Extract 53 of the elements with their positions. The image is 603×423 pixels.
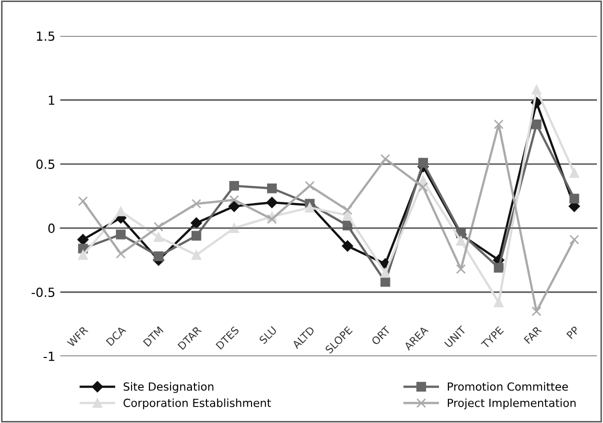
point (456, 236, 466, 246)
point (229, 180, 240, 191)
point (342, 210, 352, 220)
point (494, 119, 504, 130)
point (494, 298, 504, 308)
point (154, 232, 164, 242)
y-tick-label: 1 (48, 96, 54, 105)
x-tick-label: PP (566, 326, 580, 340)
point (532, 84, 542, 95)
legend-label: Site Designation (124, 382, 214, 393)
legend-label: Promotion Committee (448, 382, 568, 391)
point (78, 196, 88, 206)
point (569, 194, 580, 204)
legend-label: Project Implementation (448, 398, 576, 410)
point (266, 196, 278, 208)
point (116, 230, 126, 240)
point (342, 205, 352, 216)
y-tick-label: -1 (44, 352, 54, 361)
point (380, 268, 390, 278)
point (77, 234, 89, 246)
point (532, 119, 542, 130)
point (380, 154, 390, 164)
y-tick-label: 0.5 (36, 160, 54, 169)
point (304, 180, 315, 191)
point (342, 220, 352, 230)
point (532, 306, 542, 316)
point (569, 234, 580, 244)
point (191, 250, 202, 260)
point (229, 195, 240, 205)
point (494, 262, 504, 273)
point (569, 168, 580, 178)
point (190, 217, 202, 229)
point (267, 184, 277, 194)
point (191, 198, 202, 209)
point (154, 251, 164, 262)
point (229, 223, 240, 233)
point (342, 240, 354, 252)
y-tick-label: 1.5 (36, 32, 54, 41)
point (116, 206, 126, 216)
y-tick-label: 0 (48, 224, 55, 234)
legend-label: Corporation Establishment (124, 398, 271, 410)
point (418, 158, 428, 168)
point (418, 182, 428, 192)
point (228, 200, 240, 212)
y-tick-label: -0.5 (32, 288, 54, 298)
point (191, 230, 202, 241)
point (267, 214, 277, 224)
x-tick-label: FAR (524, 326, 542, 344)
point (116, 248, 126, 259)
point (456, 264, 466, 274)
point (304, 202, 315, 212)
point (78, 250, 88, 260)
point (154, 222, 164, 232)
